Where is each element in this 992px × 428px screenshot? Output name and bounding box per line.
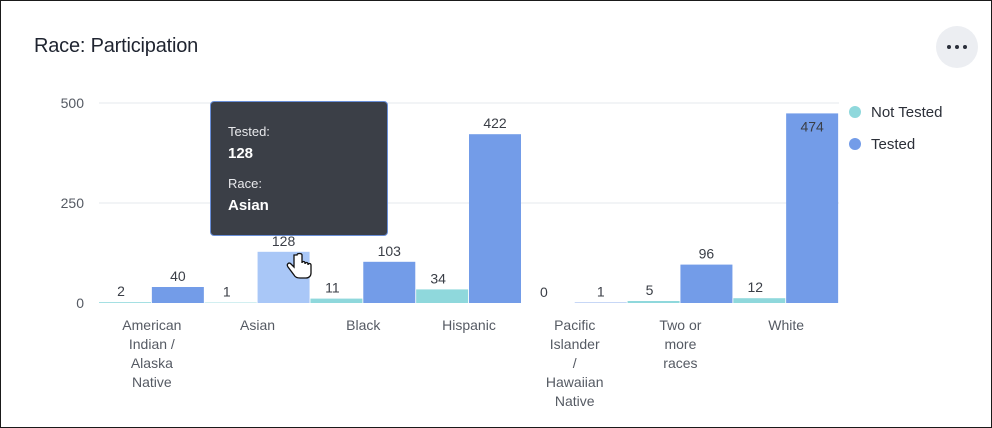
value-label-not-tested: 12: [747, 279, 763, 295]
value-label-not-tested: 0: [540, 284, 548, 300]
value-label-tested: 1: [597, 284, 605, 300]
bar-tested: [680, 264, 733, 303]
y-axis-ticks: 0 250 500: [61, 95, 85, 311]
tooltip-tested-value: 128: [228, 145, 254, 162]
chart-tooltip: Tested: 128 Race: Asian: [210, 101, 388, 236]
x-tick-label: Hawaiian: [546, 374, 604, 390]
value-label-not-tested: 34: [430, 270, 446, 286]
bar-tested: [363, 261, 416, 303]
legend-marker: [849, 138, 861, 150]
x-tick-label: Indian /: [129, 336, 175, 352]
bar-not-tested: [627, 301, 680, 303]
value-label-tested: 40: [170, 268, 186, 284]
x-tick-label: White: [768, 317, 804, 333]
value-label-tested: 96: [699, 246, 715, 262]
x-tick-label: Islander: [550, 336, 600, 352]
x-tick-label: American: [122, 317, 181, 333]
more-horizontal-icon: [947, 45, 967, 49]
hand-pointer-icon: [286, 252, 312, 279]
value-label-tested: 103: [378, 243, 402, 259]
x-tick-label: Alaska: [131, 355, 173, 371]
value-label-tested: 128: [272, 233, 296, 249]
x-tick-label: Two or: [659, 317, 701, 333]
value-label-not-tested: 5: [646, 282, 654, 298]
x-tick-label: Asian: [240, 317, 275, 333]
bar-not-tested: [310, 298, 363, 303]
bar-tested: [786, 113, 839, 304]
x-axis-ticks: American Indian / Alaska Native Asian Black Hi…: [122, 317, 804, 409]
x-tick-label: Native: [132, 374, 172, 390]
value-label-not-tested: 1: [223, 284, 231, 300]
bar-tested: [469, 134, 521, 303]
x-tick-label: Hispanic: [442, 317, 496, 333]
legend: Not Tested Tested: [849, 104, 942, 153]
value-label-tested: 422: [483, 115, 507, 131]
more-options-button[interactable]: [936, 26, 978, 68]
hand-pointer-shape: [286, 252, 312, 279]
legend-marker: [849, 106, 861, 118]
tooltip-race-value: Asian: [228, 197, 269, 214]
value-label-not-tested: 2: [117, 283, 125, 299]
value-labels: 2 40 1 128 11 103 34 422 0 1 5 96 12 474: [117, 115, 824, 300]
tooltip-tested-label: Tested:: [228, 124, 270, 139]
bar-tested: [151, 287, 204, 303]
x-tick-label: Black: [346, 317, 381, 333]
bar-not-tested: [733, 298, 786, 303]
x-tick-label: Native: [555, 393, 595, 409]
legend-label: Not Tested: [871, 104, 942, 121]
x-tick-label: more: [664, 336, 696, 352]
y-tick-label: 500: [61, 95, 85, 111]
x-tick-label: /: [573, 355, 577, 371]
legend-label: Tested: [871, 136, 915, 153]
x-tick-label: Pacific: [554, 317, 595, 333]
value-label-tested: 474: [800, 118, 824, 134]
bar-not-tested: [416, 289, 469, 303]
x-tick-label: races: [663, 355, 697, 371]
hand-pointer-path: [286, 252, 312, 279]
y-tick-label: 250: [61, 195, 85, 211]
value-label-not-tested: 11: [325, 280, 340, 296]
chart-title: Race: Participation: [34, 35, 199, 57]
y-tick-label: 0: [76, 295, 84, 311]
bar-not-tested: [99, 302, 151, 303]
tooltip-race-label: Race:: [228, 176, 262, 191]
